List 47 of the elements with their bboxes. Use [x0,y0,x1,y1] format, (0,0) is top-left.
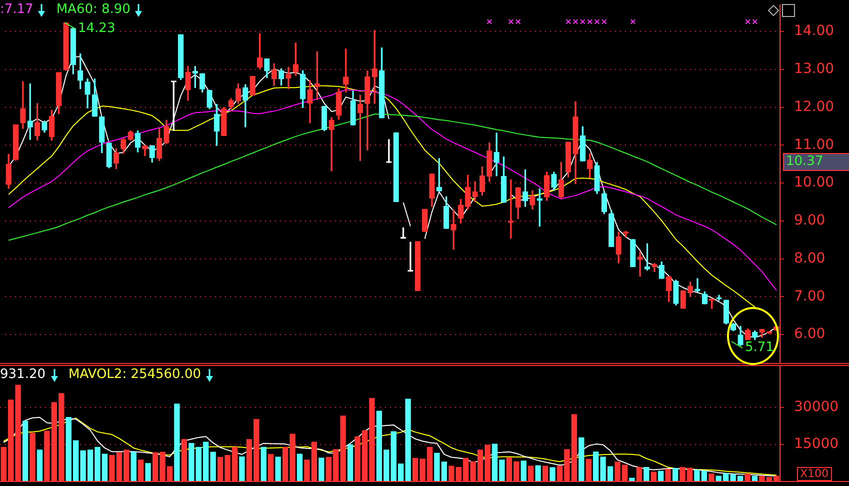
y-tick-label: 30000 [794,399,839,416]
annotation: MA60: 8.90 [56,2,130,18]
annotation: 5.71 [744,340,775,355]
y-tick-label: 14.00 [794,23,834,40]
bar [260,446,266,481]
candlestick [494,132,500,176]
bar [174,404,180,481]
bar [239,456,245,481]
candlestick [328,117,334,172]
bar [520,460,526,481]
candlestick [450,210,456,250]
text: X100 [797,467,832,481]
bar [644,466,650,481]
annotation: :7.17 [0,2,34,18]
annotation: 931.20 [0,367,46,383]
bar [36,450,43,481]
bar [629,478,635,481]
candlestick [472,181,478,202]
annotation: 14.23 [77,21,116,36]
bar [550,467,556,481]
bar [22,420,28,481]
y-tick-label: 9.00 [794,212,826,229]
bar [296,454,303,481]
annotation: MAVOL2: 254560.00 [68,367,202,383]
y-tick-label: 8.00 [794,250,826,266]
y-tick-label: 15000 [794,436,839,452]
candlestick [286,66,292,90]
candlestick [372,30,378,104]
bar [188,442,194,481]
bar [535,465,541,481]
y-tick-label: 10.00 [794,174,834,191]
bar [752,476,758,481]
bar [275,456,281,481]
y-tick-label: 7.00 [794,288,826,304]
bar [318,458,324,481]
text: 10.37 [783,153,849,171]
y-tick-label: 11.00 [794,136,834,153]
y-tick-label: 12.00 [794,98,834,115]
bar [130,452,136,481]
y-tick-label: 13.00 [794,61,834,78]
bar [658,470,664,481]
y-tick-label: 6.00 [794,326,826,342]
bar [347,444,354,481]
bar [672,468,678,481]
candlestick [637,252,643,277]
bar [145,463,151,481]
bar [578,437,584,481]
